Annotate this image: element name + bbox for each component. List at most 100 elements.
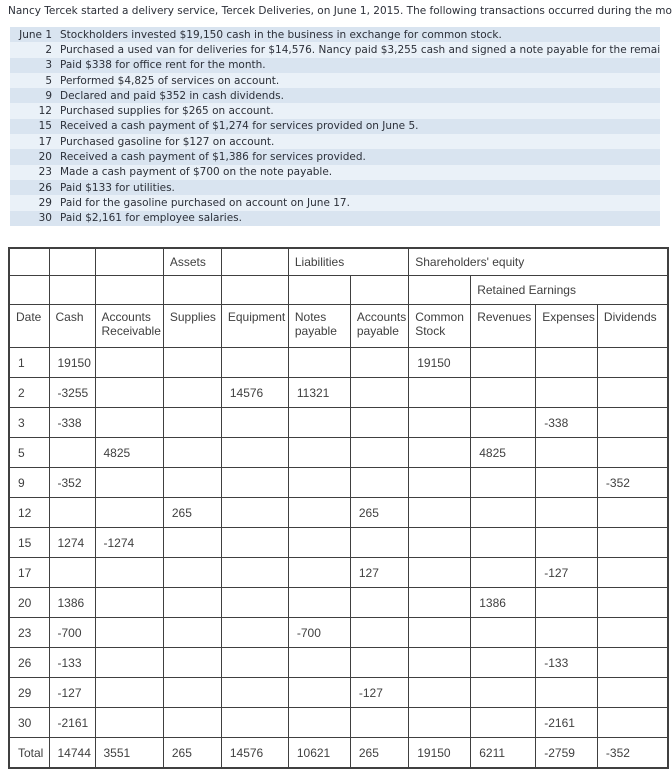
worksheet-cell: [470, 497, 537, 529]
empty-cell: [408, 275, 472, 306]
transaction-date: 15: [38, 120, 52, 133]
worksheet-cell: [287, 707, 351, 739]
transaction-description: Received a cash payment of $1,274 for se…: [60, 120, 419, 133]
worksheet-cell: [162, 467, 222, 499]
worksheet-cell: 6211: [470, 737, 537, 769]
worksheet-cell: [535, 377, 598, 409]
worksheet-data-row: Total 14744 3551 265 14576 10621 265 19150 6211-…: [8, 737, 669, 769]
worksheet-cell: [470, 407, 537, 439]
worksheet-cell: 19150: [408, 737, 472, 769]
worksheet-cell: [94, 707, 164, 739]
worksheet-cell: [220, 557, 289, 589]
worksheet-cell: [220, 707, 289, 739]
worksheet-cell: [596, 497, 669, 529]
worksheet-cell: [48, 557, 96, 589]
worksheet-cell: 11321: [287, 377, 351, 409]
worksheet-cell: [287, 647, 351, 679]
worksheet-cell: [349, 467, 410, 499]
worksheet-cell: 1386: [48, 587, 96, 619]
worksheet-cell: [349, 347, 410, 379]
column-header-accounts-receivable: Accounts Receivable: [94, 304, 164, 349]
column-header-common-stock: Common Stock: [408, 304, 472, 349]
transaction-description: Received a cash payment of $1,386 for se…: [60, 151, 366, 164]
transaction-description: Made a cash payment of $700 on the note …: [60, 166, 333, 179]
worksheet-cell: -352: [48, 467, 96, 499]
worksheet-data-row: 12 265 265: [8, 497, 669, 529]
worksheet-cell: 15: [8, 527, 50, 559]
worksheet-cell: [535, 467, 598, 499]
worksheet-cell: 2: [8, 377, 50, 409]
worksheet-cell: -352: [596, 467, 669, 499]
transaction-row: 3 Paid $338 for office rent for the mont…: [10, 57, 660, 73]
worksheet-cell: [349, 617, 410, 649]
worksheet-cell: 127: [349, 557, 410, 589]
worksheet-cell: [408, 617, 472, 649]
worksheet-cell: [162, 677, 222, 709]
worksheet-data-row: 9 -352 -352: [8, 467, 669, 499]
worksheet-cell: [48, 437, 96, 469]
transaction-date: 29: [38, 196, 52, 209]
worksheet-cell: [162, 527, 222, 559]
worksheet-cell: [162, 647, 222, 679]
worksheet-cell: [535, 617, 598, 649]
worksheet-cell: 19150: [48, 347, 96, 379]
transaction-date: 26: [38, 181, 52, 194]
worksheet-data-row: 17 127 -127: [8, 557, 669, 589]
transaction-description: Purchased supplies for $265 on account.: [60, 105, 274, 118]
transaction-row: 2 Purchased a used van for deliveries fo…: [10, 42, 660, 58]
worksheet-cell: [596, 707, 669, 739]
worksheet-cell: [94, 557, 164, 589]
worksheet-cell: -700: [287, 617, 351, 649]
worksheet-cell: [162, 557, 222, 589]
worksheet-cell: [94, 407, 164, 439]
transaction-date: 17: [38, 135, 52, 148]
worksheet-cell: [94, 677, 164, 709]
worksheet-cell: -2161: [48, 707, 96, 739]
worksheet-cell: [220, 617, 289, 649]
transaction-description: Paid $338 for office rent for the month.: [60, 59, 266, 72]
worksheet-cell: [162, 407, 222, 439]
worksheet-cell: -3255: [48, 377, 96, 409]
worksheet-cell: [596, 407, 669, 439]
worksheet-cell: [470, 347, 537, 379]
worksheet-cell: [470, 677, 537, 709]
transaction-row: 29 Paid for the gasoline purchased on ac…: [10, 195, 660, 211]
empty-cell: [48, 275, 96, 306]
worksheet-cell: -1274: [94, 527, 164, 559]
worksheet-cell: [596, 617, 669, 649]
empty-cell: [94, 275, 164, 306]
empty-cell: [94, 247, 164, 277]
worksheet-cell: [596, 647, 669, 679]
transaction-date: 12: [38, 105, 52, 118]
worksheet-cell: [349, 377, 410, 409]
transaction-row: 9 Declared and paid $352 in cash dividen…: [10, 88, 660, 104]
worksheet-cell: [287, 497, 351, 529]
worksheet-cell: [470, 617, 537, 649]
worksheet-cell: [470, 467, 537, 499]
worksheet-cell: 265: [162, 497, 222, 529]
transaction-row: June 1 Stockholders invested $19,150 cas…: [10, 27, 660, 43]
empty-cell: [8, 275, 50, 306]
worksheet-cell: -2759: [535, 737, 598, 769]
worksheet-cell: -338: [535, 407, 598, 439]
transaction-description: Purchased a used van for deliveries for …: [60, 43, 660, 56]
worksheet-cell: [162, 377, 222, 409]
transaction-date: 2: [45, 43, 52, 56]
worksheet-cell: 23: [8, 617, 50, 649]
worksheet-cell: [408, 557, 472, 589]
worksheet-cell: [596, 527, 669, 559]
worksheet-cell: [408, 677, 472, 709]
worksheet-cell: [94, 377, 164, 409]
worksheet-cell: [162, 617, 222, 649]
group-header-equity: Shareholders' equity: [408, 247, 669, 277]
worksheet-cell: 17: [8, 557, 50, 589]
worksheet-cell: [349, 707, 410, 739]
worksheet-cell: 10621: [287, 737, 351, 769]
worksheet-cell: [220, 467, 289, 499]
worksheet-cell: 20: [8, 587, 50, 619]
worksheet-data-row: 29 -127 -127: [8, 677, 669, 709]
worksheet-cell: 265: [349, 497, 410, 529]
worksheet-cell: [349, 407, 410, 439]
transaction-row: 30 Paid $2,161 for employee salaries.: [10, 210, 660, 226]
worksheet-cell: 1386: [470, 587, 537, 619]
